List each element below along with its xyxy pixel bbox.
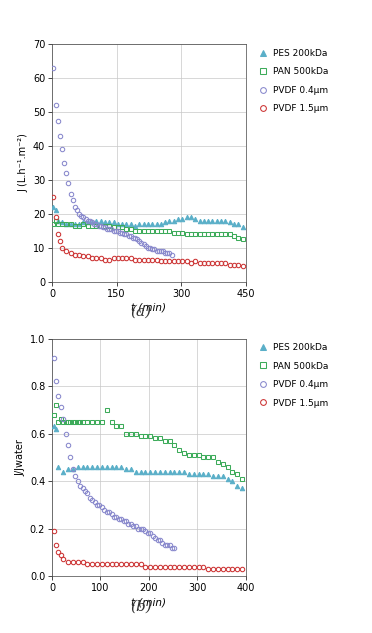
Y-axis label: J/Jwater: J/Jwater [16, 439, 26, 476]
X-axis label: t (min): t (min) [131, 303, 166, 313]
Legend: PES 200kDa, PAN 500kDa, PVDF 0.4μm, PVDF 1.5μm: PES 200kDa, PAN 500kDa, PVDF 0.4μm, PVDF… [258, 49, 328, 113]
Text: (b): (b) [131, 599, 152, 613]
X-axis label: t (min): t (min) [131, 597, 166, 607]
Legend: PES 200kDa, PAN 500kDa, PVDF 0.4μm, PVDF 1.5μm: PES 200kDa, PAN 500kDa, PVDF 0.4μm, PVDF… [258, 343, 328, 408]
Text: (a): (a) [131, 304, 152, 318]
Y-axis label: J (L.h⁻¹.m⁻²): J (L.h⁻¹.m⁻²) [19, 134, 29, 192]
